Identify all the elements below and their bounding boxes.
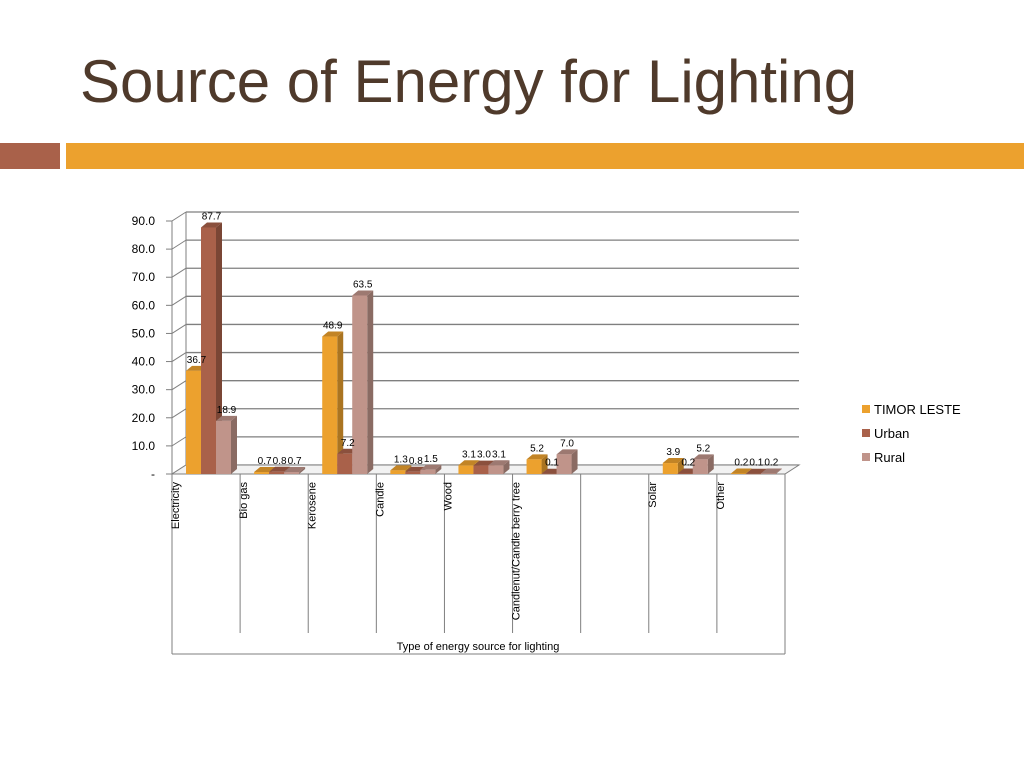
data-label: 3.1 — [492, 449, 506, 460]
data-label: 0.2 — [734, 457, 748, 468]
gridline-connector — [171, 352, 187, 362]
bar — [760, 468, 782, 474]
legend-label: Rural — [874, 449, 906, 465]
y-tick-label: 90.0 — [132, 214, 156, 228]
x-tick-label: Other — [715, 482, 727, 510]
bar — [284, 467, 306, 474]
data-label: 63.5 — [353, 279, 373, 290]
data-label: 87.7 — [202, 211, 222, 222]
gridline-connector — [171, 295, 187, 306]
x-tick-label: Candlenut/Candle berry tree — [511, 482, 523, 620]
bar — [556, 449, 578, 474]
bar — [692, 454, 714, 474]
data-label: 5.2 — [530, 443, 544, 454]
gridline-connector — [171, 267, 187, 278]
bar — [662, 458, 684, 474]
y-tick-label: - — [151, 467, 155, 481]
data-label: 0.7 — [258, 456, 272, 467]
legend-swatch — [862, 429, 870, 437]
y-tick-label: 50.0 — [132, 326, 156, 340]
accent-square — [0, 143, 60, 169]
accent-bar — [66, 143, 1024, 169]
bar — [322, 331, 344, 474]
x-tick-label: Wood — [443, 482, 455, 511]
x-tick-label: Bio gas — [238, 482, 250, 519]
legend-item: Rural — [862, 445, 961, 469]
data-label: 7.2 — [341, 438, 355, 449]
data-label: 0.1 — [545, 458, 559, 469]
gridline-connector — [171, 211, 187, 222]
bar — [352, 290, 374, 474]
y-tick-label: 10.0 — [132, 439, 156, 453]
gridline-connector — [171, 408, 187, 419]
data-label: 3.9 — [666, 447, 680, 458]
bar — [216, 415, 237, 474]
data-label: 1.3 — [394, 454, 408, 465]
data-label: 0.2 — [681, 457, 695, 468]
data-label: 0.1 — [749, 458, 763, 469]
x-tick-label: Candle — [374, 482, 386, 517]
data-label: 48.9 — [323, 321, 343, 332]
gridline-connector — [171, 239, 187, 250]
data-label: 36.7 — [187, 355, 207, 366]
data-label: 3.1 — [462, 449, 476, 460]
legend-item: TIMOR LESTE — [862, 397, 961, 421]
data-label: 18.9 — [217, 405, 237, 416]
bar — [488, 460, 510, 474]
x-tick-label: Solar — [647, 482, 659, 508]
gridline-connector — [171, 436, 187, 447]
legend-label: Urban — [874, 425, 910, 441]
y-tick-label: 20.0 — [132, 411, 156, 425]
data-label: 7.0 — [560, 438, 574, 449]
gridline-connector — [171, 380, 187, 391]
y-tick-label: 30.0 — [132, 383, 156, 397]
data-label: 1.5 — [424, 454, 438, 465]
data-label: 3.0 — [477, 450, 491, 461]
data-label: 0.8 — [409, 456, 423, 467]
y-tick-label: 60.0 — [132, 298, 156, 312]
data-label: 0.7 — [288, 456, 302, 467]
x-tick-label: Electricity — [170, 482, 182, 530]
data-label: 0.2 — [764, 457, 778, 468]
y-tick-label: 40.0 — [132, 355, 156, 369]
legend-swatch — [862, 453, 870, 461]
x-tick-label: Kerosene — [306, 482, 318, 529]
legend-swatch — [862, 405, 870, 413]
data-label: 5.2 — [696, 443, 710, 454]
slide-title: Source of Energy for Lighting — [80, 48, 858, 115]
y-tick-label: 70.0 — [132, 270, 156, 284]
bar — [420, 464, 442, 474]
y-tick-label: 80.0 — [132, 242, 156, 256]
data-label: 0.8 — [273, 456, 287, 467]
legend-item: Urban — [862, 421, 961, 445]
x-axis-title: Type of energy source for lighting — [397, 641, 560, 653]
bar — [201, 222, 222, 474]
legend-label: TIMOR LESTE — [874, 401, 961, 417]
bar — [526, 454, 548, 474]
gridline-connector — [171, 324, 187, 334]
chart-legend: TIMOR LESTE Urban Rural — [862, 397, 961, 469]
